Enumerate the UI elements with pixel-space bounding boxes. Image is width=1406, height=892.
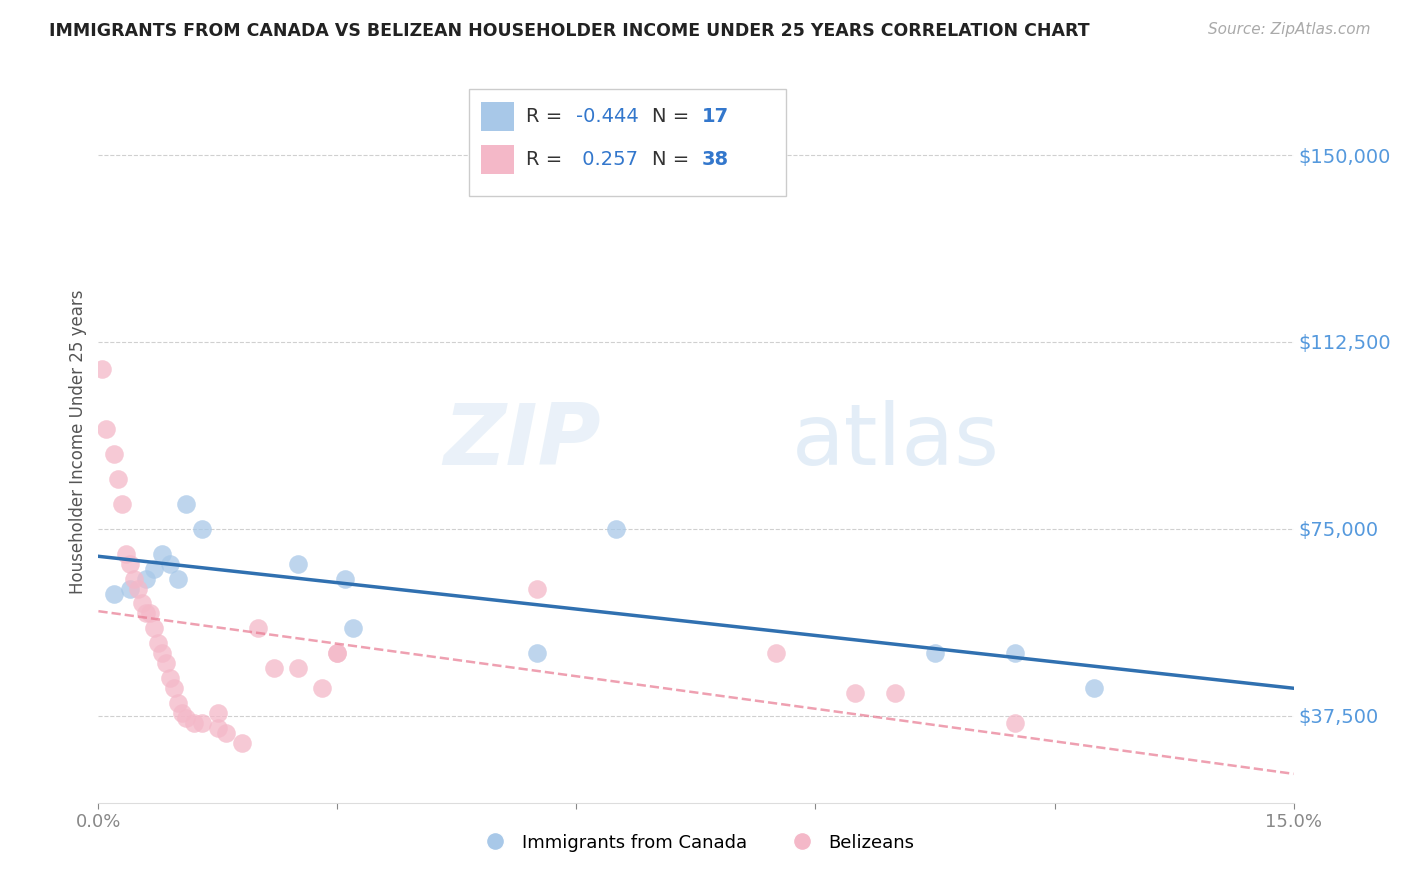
Point	[526, 646, 548, 660]
Point	[107, 472, 129, 486]
Point	[191, 716, 214, 731]
Point	[231, 736, 253, 750]
Point	[163, 681, 186, 696]
Point	[172, 706, 194, 720]
Point	[143, 561, 166, 575]
Point	[96, 422, 118, 436]
Point	[103, 447, 125, 461]
Text: atlas: atlas	[792, 400, 1000, 483]
Point	[139, 607, 162, 621]
Point	[215, 726, 238, 740]
Point	[207, 721, 229, 735]
Point	[1083, 681, 1105, 696]
Point	[311, 681, 333, 696]
Point	[159, 557, 181, 571]
Point	[103, 586, 125, 600]
Point	[844, 686, 866, 700]
Point	[263, 661, 285, 675]
Text: ZIP: ZIP	[443, 400, 600, 483]
Point	[174, 711, 197, 725]
Point	[127, 582, 149, 596]
Point	[924, 646, 946, 660]
Text: -0.444: -0.444	[576, 107, 640, 126]
Point	[120, 582, 142, 596]
Point	[174, 497, 197, 511]
Point	[115, 547, 138, 561]
Point	[155, 657, 177, 671]
Point	[765, 646, 787, 660]
Text: Source: ZipAtlas.com: Source: ZipAtlas.com	[1208, 22, 1371, 37]
Point	[167, 696, 190, 710]
Point	[326, 646, 349, 660]
Point	[148, 636, 170, 650]
Point	[287, 661, 309, 675]
Text: 0.257: 0.257	[576, 150, 638, 169]
Y-axis label: Householder Income Under 25 years: Householder Income Under 25 years	[69, 289, 87, 594]
Point	[191, 522, 214, 536]
Text: 17: 17	[702, 107, 730, 126]
Text: 38: 38	[702, 150, 730, 169]
Point	[135, 607, 157, 621]
Point	[342, 621, 364, 635]
Point	[131, 597, 153, 611]
Legend: Immigrants from Canada, Belizeans: Immigrants from Canada, Belizeans	[470, 826, 922, 859]
Point	[207, 706, 229, 720]
Point	[150, 547, 173, 561]
Point	[326, 646, 349, 660]
Point	[135, 572, 157, 586]
Point	[120, 557, 142, 571]
Point	[335, 572, 357, 586]
Point	[884, 686, 907, 700]
Point	[287, 557, 309, 571]
Point	[124, 572, 146, 586]
Point	[159, 671, 181, 685]
Point	[605, 522, 627, 536]
Point	[1004, 646, 1026, 660]
Point	[526, 582, 548, 596]
Point	[143, 621, 166, 635]
Point	[167, 572, 190, 586]
Text: N =: N =	[652, 107, 695, 126]
Bar	[481, 145, 515, 174]
Point	[246, 621, 269, 635]
Point	[150, 646, 173, 660]
Point	[111, 497, 134, 511]
Point	[183, 716, 205, 731]
Text: R =: R =	[526, 150, 569, 169]
Bar	[481, 102, 515, 131]
Point	[91, 362, 114, 376]
FancyBboxPatch shape	[470, 89, 786, 196]
Text: IMMIGRANTS FROM CANADA VS BELIZEAN HOUSEHOLDER INCOME UNDER 25 YEARS CORRELATION: IMMIGRANTS FROM CANADA VS BELIZEAN HOUSE…	[49, 22, 1090, 40]
Point	[1004, 716, 1026, 731]
Text: N =: N =	[652, 150, 695, 169]
Text: R =: R =	[526, 107, 569, 126]
